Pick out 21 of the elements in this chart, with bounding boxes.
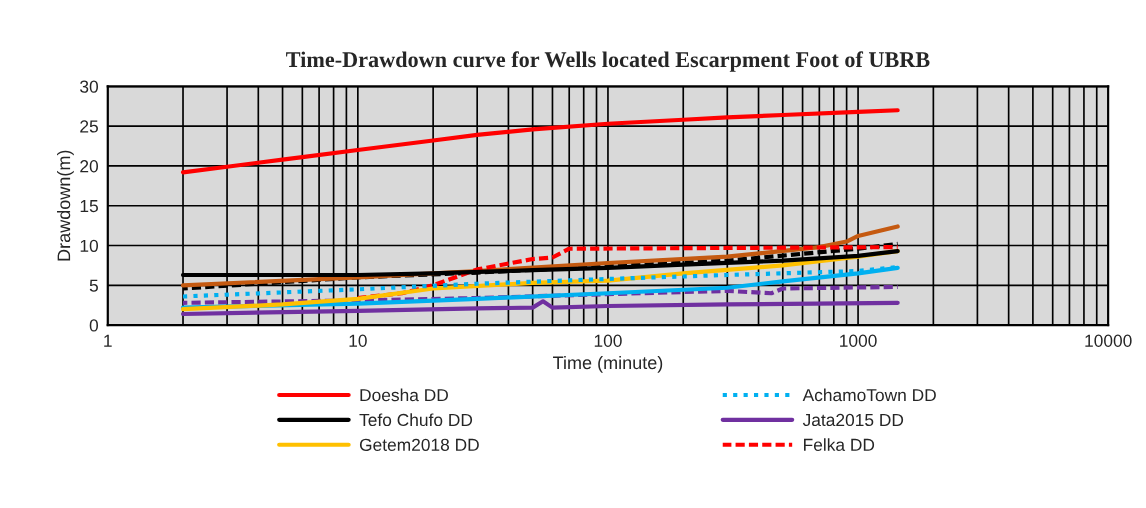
legend-label: Getem2018 DD <box>359 438 479 451</box>
x-tick-label: 10 <box>349 334 367 347</box>
x-tick-label: 10000 <box>1085 334 1132 347</box>
y-tick-label: 30 <box>80 80 99 93</box>
y-tick-label: 25 <box>80 120 98 133</box>
y-tick-label: 10 <box>80 239 99 252</box>
y-tick-label: 15 <box>80 200 98 213</box>
legend-label: AchamoTown DD <box>802 388 936 402</box>
legend-label: Jata2015 DD <box>802 413 904 427</box>
x-axis-title: Time (minute) <box>553 355 663 373</box>
y-axis-title: Drawdown(m) <box>57 150 74 261</box>
x-tick-label: 1000 <box>840 334 877 347</box>
chart-title: Time-Drawdown curve for Wells located Escarpment Foot of UBRB <box>286 51 930 72</box>
legend-label: Tefo Chufo DD <box>359 413 473 427</box>
legend-label: Doesha DD <box>360 388 448 402</box>
legend-label: Felka DD <box>804 438 875 451</box>
y-tick-label: 0 <box>89 319 99 332</box>
y-tick-label: 20 <box>80 160 99 173</box>
x-tick-label: 100 <box>594 334 622 347</box>
x-tick-label: 1 <box>104 334 112 347</box>
y-tick-label: 5 <box>89 279 98 292</box>
